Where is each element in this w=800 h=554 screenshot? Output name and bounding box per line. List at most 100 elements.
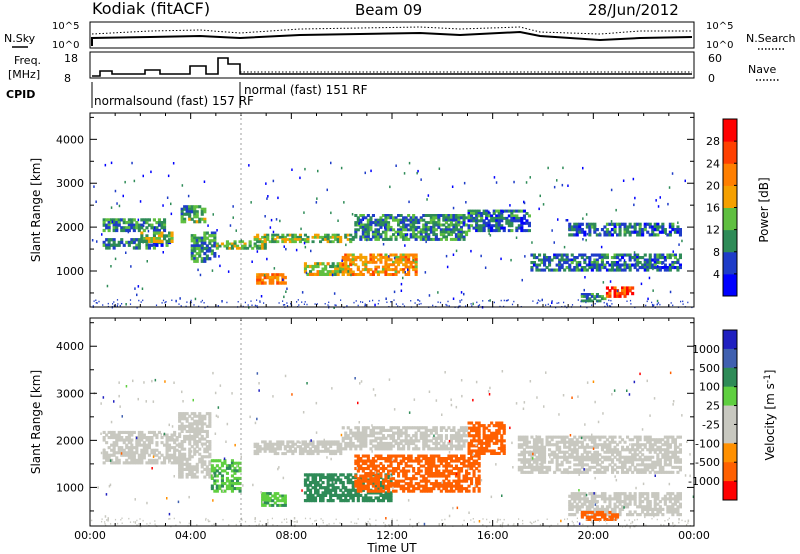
velocity-colorbar-tick: -25 (702, 418, 720, 431)
velocity-echo-region (178, 412, 212, 479)
velocity-scatter-noise (91, 370, 695, 529)
noise-tick-low-left: 10^0 (52, 40, 79, 51)
power-echo-region (140, 231, 174, 243)
power-echo-region (530, 253, 682, 272)
velocity-colorbar-swatch (723, 330, 737, 350)
time-tick-label: 00:00 (74, 529, 106, 542)
velocity-colorbar-swatch (723, 462, 737, 482)
date-title: 28/Jun/2012 (588, 1, 679, 19)
velocity-echo-region (253, 440, 343, 456)
freq-tick-high: 18 (64, 52, 78, 65)
velocity-colorbar-tick: -1000 (688, 475, 720, 488)
velocity-colorbar-label: Velocity [m s-1] (763, 370, 777, 461)
power-echo-region (580, 293, 607, 303)
velocity-axis-ticks: 1000 2000 3000 4000 (56, 318, 695, 526)
nave-tick-low: 0 (708, 72, 715, 85)
velocity-colorbar-tick: -500 (695, 456, 720, 469)
velocity-plot-frame (89, 317, 695, 527)
nave-label: Nave (748, 63, 776, 76)
velocity-y-tick-label: 1000 (56, 481, 84, 494)
freq-trace (92, 57, 692, 77)
velocity-data-layer (91, 370, 695, 529)
power-colorbar-swatch (723, 163, 737, 186)
velocity-colorbar-swatch (723, 405, 737, 425)
velocity-colorbar-tick: 1000 (692, 343, 720, 356)
velocity-colorbar-tick: 500 (699, 362, 720, 375)
noise-tick-high-left: 10^5 (52, 21, 79, 32)
power-y-tick-label: 3000 (56, 177, 84, 190)
power-echo-region (190, 231, 217, 263)
beam-title: Beam 09 (355, 1, 422, 19)
power-colorbar-tick: 28 (706, 135, 720, 148)
power-data-layer (91, 161, 693, 309)
station-title: Kodiak (fitACF) (92, 0, 210, 18)
time-axis-labels: 00:00 04:00 08:00 12:00 16:00 20:00 00:00 (74, 529, 710, 542)
cpid-program-2: normal (fast) 151 RF (244, 83, 368, 97)
freq-panel (89, 51, 695, 79)
velocity-echo-region (467, 421, 506, 455)
power-colorbar-swatch (723, 119, 737, 142)
freq-tick-low: 8 (64, 72, 71, 85)
power-colorbar-label: Power [dB] (757, 177, 771, 242)
power-axis-ticks: 1000 2000 3000 4000 (56, 113, 695, 307)
power-colorbar-tick: 12 (706, 224, 720, 237)
velocity-colorbar-swatch (723, 348, 737, 369)
power-y-tick-label: 4000 (56, 133, 84, 146)
power-echo-region (568, 222, 682, 237)
power-y-tick-label: 1000 (56, 265, 84, 278)
power-echo-region (467, 209, 531, 233)
velocity-echo-region (341, 426, 469, 451)
velocity-y-tick-label: 3000 (56, 387, 84, 400)
power-colorbar-swatch (723, 251, 737, 275)
power-colorbar-swatch (723, 141, 737, 164)
freq-unit-label: [MHz] (8, 68, 40, 81)
time-tick-label: 04:00 (175, 529, 207, 542)
power-colorbar-tick: 4 (713, 268, 720, 281)
power-colorbar-swatch (723, 229, 737, 253)
velocity-echo-region (517, 435, 682, 474)
time-tick-label: 16:00 (477, 529, 509, 542)
velocity-y-tick-label: 2000 (56, 434, 84, 447)
noise-tick-high-right: 10^5 (706, 21, 733, 32)
velocity-echo-region (102, 430, 179, 465)
power-colorbar: 4 8 12 16 20 24 28 (706, 118, 738, 297)
velocity-colorbar-swatch (723, 367, 737, 388)
nsky-label: N.Sky (4, 32, 36, 45)
freq-label: Freq. (14, 54, 41, 67)
power-echo-region (180, 205, 207, 224)
velocity-colorbar: 1000 500 100 25 -25 -100 -500 -1000 (688, 329, 738, 501)
power-echo-region (341, 253, 418, 276)
velocity-echo-region (354, 454, 481, 493)
power-y-axis-label: Slant Range [km] (29, 158, 43, 262)
velocity-colorbar-swatch (723, 481, 737, 501)
power-colorbar-swatch (723, 185, 737, 208)
nsearch-label: N.Search (746, 32, 796, 45)
power-colorbar-tick: 24 (706, 157, 720, 170)
velocity-y-tick-label: 4000 (56, 340, 84, 353)
power-colorbar-tick: 8 (713, 246, 720, 259)
noise-panel (89, 21, 695, 49)
time-tick-label: 20:00 (577, 529, 609, 542)
time-tick-label: 12:00 (376, 529, 408, 542)
power-echo-region (102, 218, 167, 233)
power-echo-region (253, 233, 355, 244)
power-colorbar-swatch (723, 207, 737, 231)
power-colorbar-swatch (723, 273, 737, 297)
time-tick-label: 08:00 (275, 529, 307, 542)
velocity-y-axis-label: Slant Range [km] (29, 370, 43, 474)
noise-tick-low-right: 10^0 (706, 40, 733, 51)
power-colorbar-tick: 20 (706, 179, 720, 192)
power-colorbar-tick: 16 (706, 202, 720, 215)
velocity-colorbar-tick: 100 (699, 381, 720, 394)
power-plot-frame (89, 112, 695, 308)
power-panel: 1000 2000 3000 4000 Slant Range [km] (29, 112, 695, 309)
velocity-panel: 1000 2000 3000 4000 Slant Range [km] (29, 317, 695, 529)
velocity-colorbar-swatch (723, 424, 737, 444)
power-echo-region (102, 238, 172, 250)
velocity-echo-region (580, 510, 620, 521)
cpid-label: CPID (6, 88, 35, 101)
velocity-colorbar-swatch (723, 443, 737, 463)
velocity-colorbar-tick: -100 (695, 437, 720, 450)
velocity-colorbar-swatch (723, 386, 737, 407)
